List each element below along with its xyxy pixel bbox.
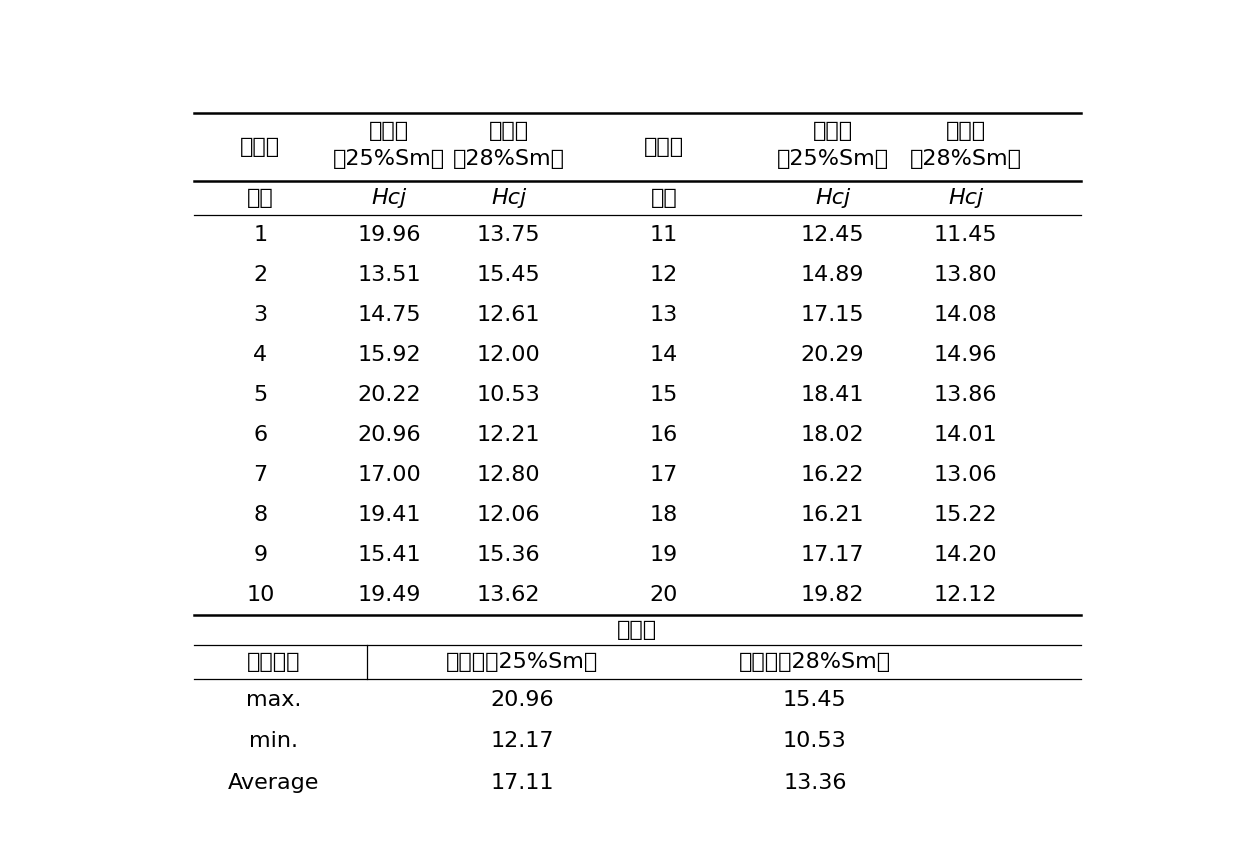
Text: 12.17: 12.17 xyxy=(490,732,554,751)
Text: 20.29: 20.29 xyxy=(801,345,864,365)
Text: 13.80: 13.80 xyxy=(934,265,997,285)
Text: 彷含量: 彷含量 xyxy=(241,137,280,157)
Text: 12.00: 12.00 xyxy=(477,345,541,365)
Text: 15.41: 15.41 xyxy=(357,545,420,565)
Text: 13.51: 13.51 xyxy=(357,265,420,285)
Text: 6: 6 xyxy=(253,425,268,445)
Text: 17: 17 xyxy=(650,465,678,485)
Text: 配方１（25%Sm）: 配方１（25%Sm） xyxy=(446,652,598,672)
Text: 12.21: 12.21 xyxy=(477,425,541,445)
Text: 20.96: 20.96 xyxy=(357,425,420,445)
Text: 13.75: 13.75 xyxy=(477,225,541,244)
Text: 16.21: 16.21 xyxy=(801,505,864,525)
Text: 15.22: 15.22 xyxy=(934,505,997,525)
Text: 12.80: 12.80 xyxy=(477,465,541,485)
Text: 10: 10 xyxy=(246,585,274,605)
Text: 19.49: 19.49 xyxy=(357,585,420,605)
Text: 19.41: 19.41 xyxy=(357,505,420,525)
Text: 2: 2 xyxy=(253,265,268,285)
Text: 14.08: 14.08 xyxy=(934,305,997,325)
Text: 16.22: 16.22 xyxy=(801,465,864,485)
Text: 配方２: 配方２ xyxy=(489,121,528,141)
Text: 彷含量: 彷含量 xyxy=(644,137,684,157)
Text: 12.12: 12.12 xyxy=(934,585,997,605)
Text: 配方１: 配方１ xyxy=(370,121,409,141)
Text: 19: 19 xyxy=(650,545,678,565)
Text: （28%Sm）: （28%Sm） xyxy=(453,148,564,169)
Text: 15.36: 15.36 xyxy=(477,545,541,565)
Text: 序号: 序号 xyxy=(247,188,274,207)
Text: 12.06: 12.06 xyxy=(477,505,541,525)
Text: 15.45: 15.45 xyxy=(782,690,847,710)
Text: 4: 4 xyxy=(253,345,268,365)
Text: 10.53: 10.53 xyxy=(477,385,541,405)
Text: 11: 11 xyxy=(650,225,678,244)
Text: Hcj: Hcj xyxy=(491,188,526,207)
Text: 15.45: 15.45 xyxy=(477,265,541,285)
Text: 12.61: 12.61 xyxy=(477,305,541,325)
Text: 1: 1 xyxy=(253,225,268,244)
Text: 12.45: 12.45 xyxy=(801,225,864,244)
Text: 17.15: 17.15 xyxy=(801,305,864,325)
Text: 13.86: 13.86 xyxy=(934,385,997,405)
Text: Hcj: Hcj xyxy=(949,188,983,207)
Text: min.: min. xyxy=(249,732,298,751)
Text: 20: 20 xyxy=(650,585,678,605)
Text: 18.41: 18.41 xyxy=(801,385,864,405)
Text: 15: 15 xyxy=(650,385,678,405)
Text: 14: 14 xyxy=(650,345,678,365)
Text: 10.53: 10.53 xyxy=(782,732,847,751)
Text: 13.36: 13.36 xyxy=(784,773,847,792)
Text: 14.96: 14.96 xyxy=(934,345,997,365)
Text: 9: 9 xyxy=(253,545,268,565)
Text: （25%Sm）: （25%Sm） xyxy=(332,148,445,169)
Text: 13: 13 xyxy=(650,305,678,325)
Text: （25%Sm）: （25%Sm） xyxy=(776,148,889,169)
Text: 17.00: 17.00 xyxy=(357,465,420,485)
Text: Average: Average xyxy=(228,773,320,792)
Text: 20.22: 20.22 xyxy=(357,385,420,405)
Text: 配方２: 配方２ xyxy=(946,121,986,141)
Text: 14.75: 14.75 xyxy=(357,305,420,325)
Text: 3: 3 xyxy=(253,305,268,325)
Text: 序号: 序号 xyxy=(651,188,677,207)
Text: 14.89: 14.89 xyxy=(801,265,864,285)
Text: 13.62: 13.62 xyxy=(477,585,541,605)
Text: 19.96: 19.96 xyxy=(357,225,420,244)
Text: 16: 16 xyxy=(650,425,678,445)
Text: Hcj: Hcj xyxy=(815,188,851,207)
Text: 12: 12 xyxy=(650,265,678,285)
Text: 5: 5 xyxy=(253,385,268,405)
Text: 18.02: 18.02 xyxy=(801,425,864,445)
Text: 17.11: 17.11 xyxy=(490,773,554,792)
Text: 17.17: 17.17 xyxy=(801,545,864,565)
Text: max.: max. xyxy=(246,690,301,710)
Text: 8: 8 xyxy=(253,505,268,525)
Text: 14.20: 14.20 xyxy=(934,545,997,565)
Text: Hcj: Hcj xyxy=(372,188,407,207)
Text: （28%Sm）: （28%Sm） xyxy=(910,148,1022,169)
Text: 配方１: 配方１ xyxy=(812,121,853,141)
Text: 14.01: 14.01 xyxy=(934,425,997,445)
Text: 19.82: 19.82 xyxy=(801,585,864,605)
Text: 统计分析: 统计分析 xyxy=(247,652,300,672)
Text: 20.96: 20.96 xyxy=(490,690,554,710)
Text: 15.92: 15.92 xyxy=(357,345,420,365)
Text: 13.06: 13.06 xyxy=(934,465,997,485)
Text: 18: 18 xyxy=(650,505,678,525)
Text: 配方２（28%Sm）: 配方２（28%Sm） xyxy=(739,652,892,672)
Text: 彷含量: 彷含量 xyxy=(618,620,657,640)
Text: 7: 7 xyxy=(253,465,268,485)
Text: 11.45: 11.45 xyxy=(934,225,997,244)
